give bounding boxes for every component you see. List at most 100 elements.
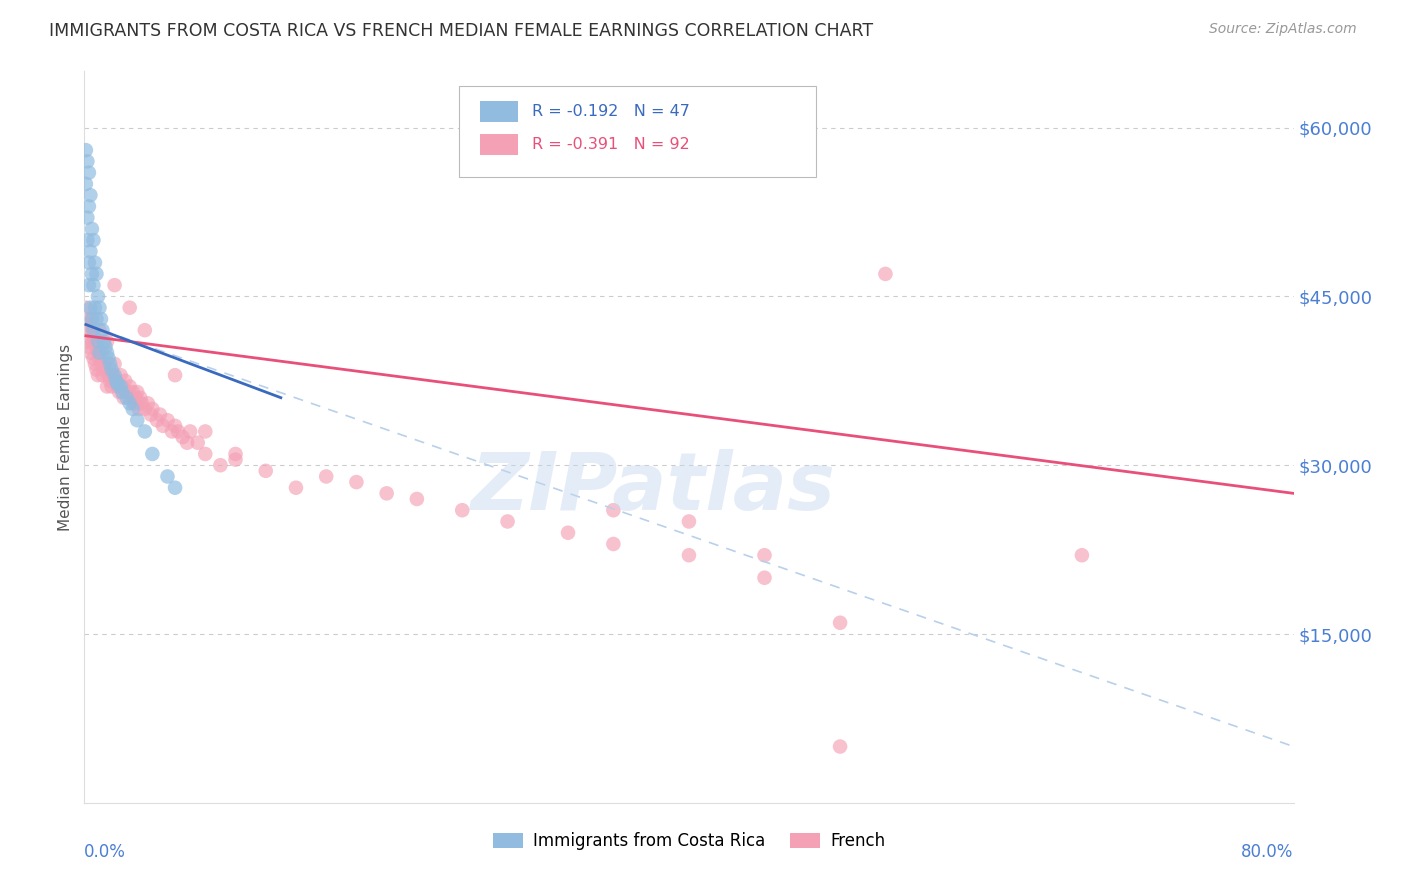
Point xyxy=(172,430,194,444)
Point xyxy=(77,318,100,332)
Point xyxy=(79,323,101,337)
Point xyxy=(128,401,150,416)
Point xyxy=(87,368,110,383)
Point xyxy=(90,357,112,371)
Point xyxy=(94,340,117,354)
Point xyxy=(165,368,187,383)
Point xyxy=(77,255,100,269)
Point xyxy=(107,377,129,392)
Point xyxy=(754,571,776,585)
Point xyxy=(141,401,163,416)
Point xyxy=(179,425,201,439)
Point xyxy=(406,491,429,506)
Point xyxy=(79,188,101,202)
Point xyxy=(91,345,114,359)
Point xyxy=(131,396,153,410)
Point xyxy=(160,425,183,439)
Point xyxy=(84,357,107,371)
Text: 80.0%: 80.0% xyxy=(1241,843,1294,861)
Point xyxy=(82,328,104,343)
Text: Source: ZipAtlas.com: Source: ZipAtlas.com xyxy=(1209,22,1357,37)
Point xyxy=(77,340,100,354)
Point xyxy=(678,548,700,562)
Point xyxy=(80,222,103,236)
Point xyxy=(104,278,127,293)
Point xyxy=(165,481,187,495)
Point xyxy=(115,385,138,400)
Point xyxy=(100,362,122,376)
Point xyxy=(165,418,187,433)
Point xyxy=(830,739,852,754)
Point xyxy=(93,357,115,371)
Point xyxy=(120,391,142,405)
Point xyxy=(82,323,104,337)
Point xyxy=(105,374,128,388)
Point xyxy=(285,481,308,495)
Point xyxy=(96,345,118,359)
Point xyxy=(87,334,110,349)
Point xyxy=(89,301,111,315)
Point xyxy=(125,391,148,405)
Point xyxy=(118,396,141,410)
Point xyxy=(104,357,127,371)
Point xyxy=(209,458,232,473)
Point xyxy=(167,425,190,439)
Point xyxy=(80,312,103,326)
Point xyxy=(76,334,98,349)
Point xyxy=(118,379,141,393)
Point xyxy=(84,301,107,315)
Point xyxy=(346,475,368,489)
Point xyxy=(80,334,103,349)
Point xyxy=(82,351,104,366)
Point xyxy=(84,255,107,269)
Point xyxy=(451,503,474,517)
Point xyxy=(139,408,162,422)
Point xyxy=(108,385,131,400)
Point xyxy=(112,391,135,405)
Point xyxy=(127,385,149,400)
Bar xyxy=(479,135,519,154)
Point xyxy=(111,385,134,400)
Point xyxy=(89,345,111,359)
Point xyxy=(225,452,247,467)
Point xyxy=(187,435,209,450)
Point xyxy=(86,362,108,376)
Point xyxy=(76,312,98,326)
Point xyxy=(602,503,624,517)
Point xyxy=(98,357,121,371)
Point xyxy=(1071,548,1094,562)
Point xyxy=(84,334,107,349)
Legend: Immigrants from Costa Rica, French: Immigrants from Costa Rica, French xyxy=(486,825,891,856)
Point xyxy=(89,351,111,366)
Point xyxy=(141,447,163,461)
Point xyxy=(96,334,118,349)
Point xyxy=(156,469,179,483)
Point xyxy=(115,391,138,405)
Point xyxy=(136,396,159,410)
Point xyxy=(678,515,700,529)
Point xyxy=(134,323,156,337)
Point xyxy=(127,413,149,427)
Point xyxy=(254,464,277,478)
Point xyxy=(122,396,145,410)
Point xyxy=(194,447,217,461)
Point xyxy=(86,340,108,354)
Point xyxy=(176,435,198,450)
Point xyxy=(156,413,179,427)
Point xyxy=(75,323,97,337)
Point xyxy=(76,154,98,169)
Point xyxy=(111,379,134,393)
Point xyxy=(146,413,169,427)
Point xyxy=(830,615,852,630)
FancyBboxPatch shape xyxy=(460,86,815,178)
Point xyxy=(101,368,124,383)
Point xyxy=(97,368,120,383)
Point xyxy=(134,425,156,439)
Point xyxy=(79,345,101,359)
Point xyxy=(90,312,112,326)
Point xyxy=(129,391,152,405)
Point xyxy=(375,486,398,500)
Point xyxy=(121,401,143,416)
Point xyxy=(91,323,114,337)
Point xyxy=(77,278,100,293)
